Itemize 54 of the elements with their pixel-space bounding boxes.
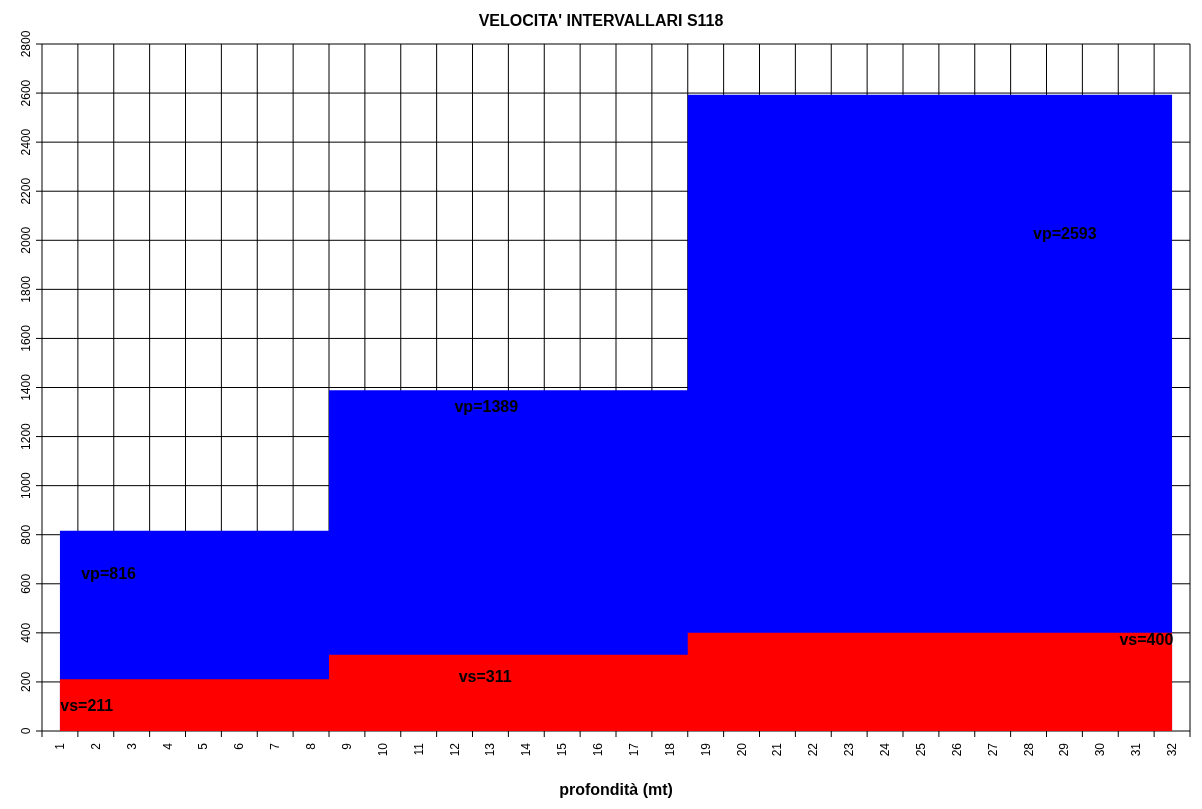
y-tick-label: 1000 [19, 471, 33, 499]
annotation: vp=1389 [454, 397, 519, 416]
x-tick-label: 23 [842, 742, 857, 757]
x-tick-label: 30 [1093, 742, 1108, 757]
x-tick-label: 6 [232, 742, 247, 750]
x-tick-label: 25 [913, 742, 928, 757]
x-tick-label: 22 [806, 742, 821, 757]
x-tick-label: 2 [88, 742, 103, 750]
x-tick-label: 32 [1165, 742, 1180, 757]
y-tick-label: 2600 [19, 79, 33, 107]
x-tick-label: 27 [985, 742, 1000, 757]
y-tick-label: 2200 [19, 177, 33, 205]
x-tick-label: 14 [519, 742, 534, 757]
x-tick-label: 11 [411, 742, 426, 756]
x-tick-label: 3 [124, 742, 139, 750]
y-tick-label: 800 [19, 524, 33, 545]
chart-title: VELOCITA' INTERVALLARI S118 [477, 12, 725, 30]
x-tick-label: 17 [626, 742, 641, 757]
x-tick-label: 15 [555, 742, 570, 757]
x-tick-label: 20 [734, 742, 749, 757]
x-tick-label: 13 [483, 742, 498, 757]
x-tick-label: 16 [591, 742, 606, 757]
x-tick-label: 19 [698, 742, 713, 757]
x-tick-label: 5 [196, 742, 211, 750]
x-tick-label: 29 [1057, 742, 1072, 757]
y-tick-label: 1600 [19, 324, 33, 352]
y-tick-label: 0 [19, 727, 33, 735]
x-tick-label: 9 [339, 742, 354, 750]
annotation: vs=211 [60, 696, 114, 715]
x-tick-label: 31 [1129, 742, 1144, 757]
y-tick-label: 2400 [19, 128, 33, 156]
y-tick-label: 1400 [19, 373, 33, 401]
x-tick-label: 7 [268, 742, 283, 750]
x-tick-label: 8 [304, 742, 319, 750]
x-tick-label: 26 [949, 742, 964, 757]
x-tick-label: 1 [52, 742, 67, 750]
y-tick-label: 200 [19, 671, 33, 692]
x-tick-label: 21 [770, 742, 785, 757]
y-tick-label: 600 [19, 573, 33, 594]
y-tick-label: 1200 [19, 422, 33, 450]
x-tick-label: 12 [447, 742, 462, 757]
y-tick-label: 2000 [19, 226, 33, 254]
x-tick-label: 4 [160, 742, 175, 750]
annotation: vp=2593 [1033, 225, 1097, 244]
x-tick-label: 24 [878, 742, 893, 757]
x-axis-title: profondità (mt) [558, 781, 674, 799]
annotation: vs=311 [458, 668, 512, 687]
x-tick-label: 28 [1021, 742, 1036, 757]
y-tick-label: 2800 [19, 30, 33, 58]
x-tick-label: 10 [375, 742, 390, 757]
y-tick-label: 400 [19, 622, 33, 643]
x-tick-label: 18 [662, 742, 677, 757]
annotation: vp=816 [81, 564, 136, 583]
y-tick-label: 1800 [19, 275, 33, 303]
